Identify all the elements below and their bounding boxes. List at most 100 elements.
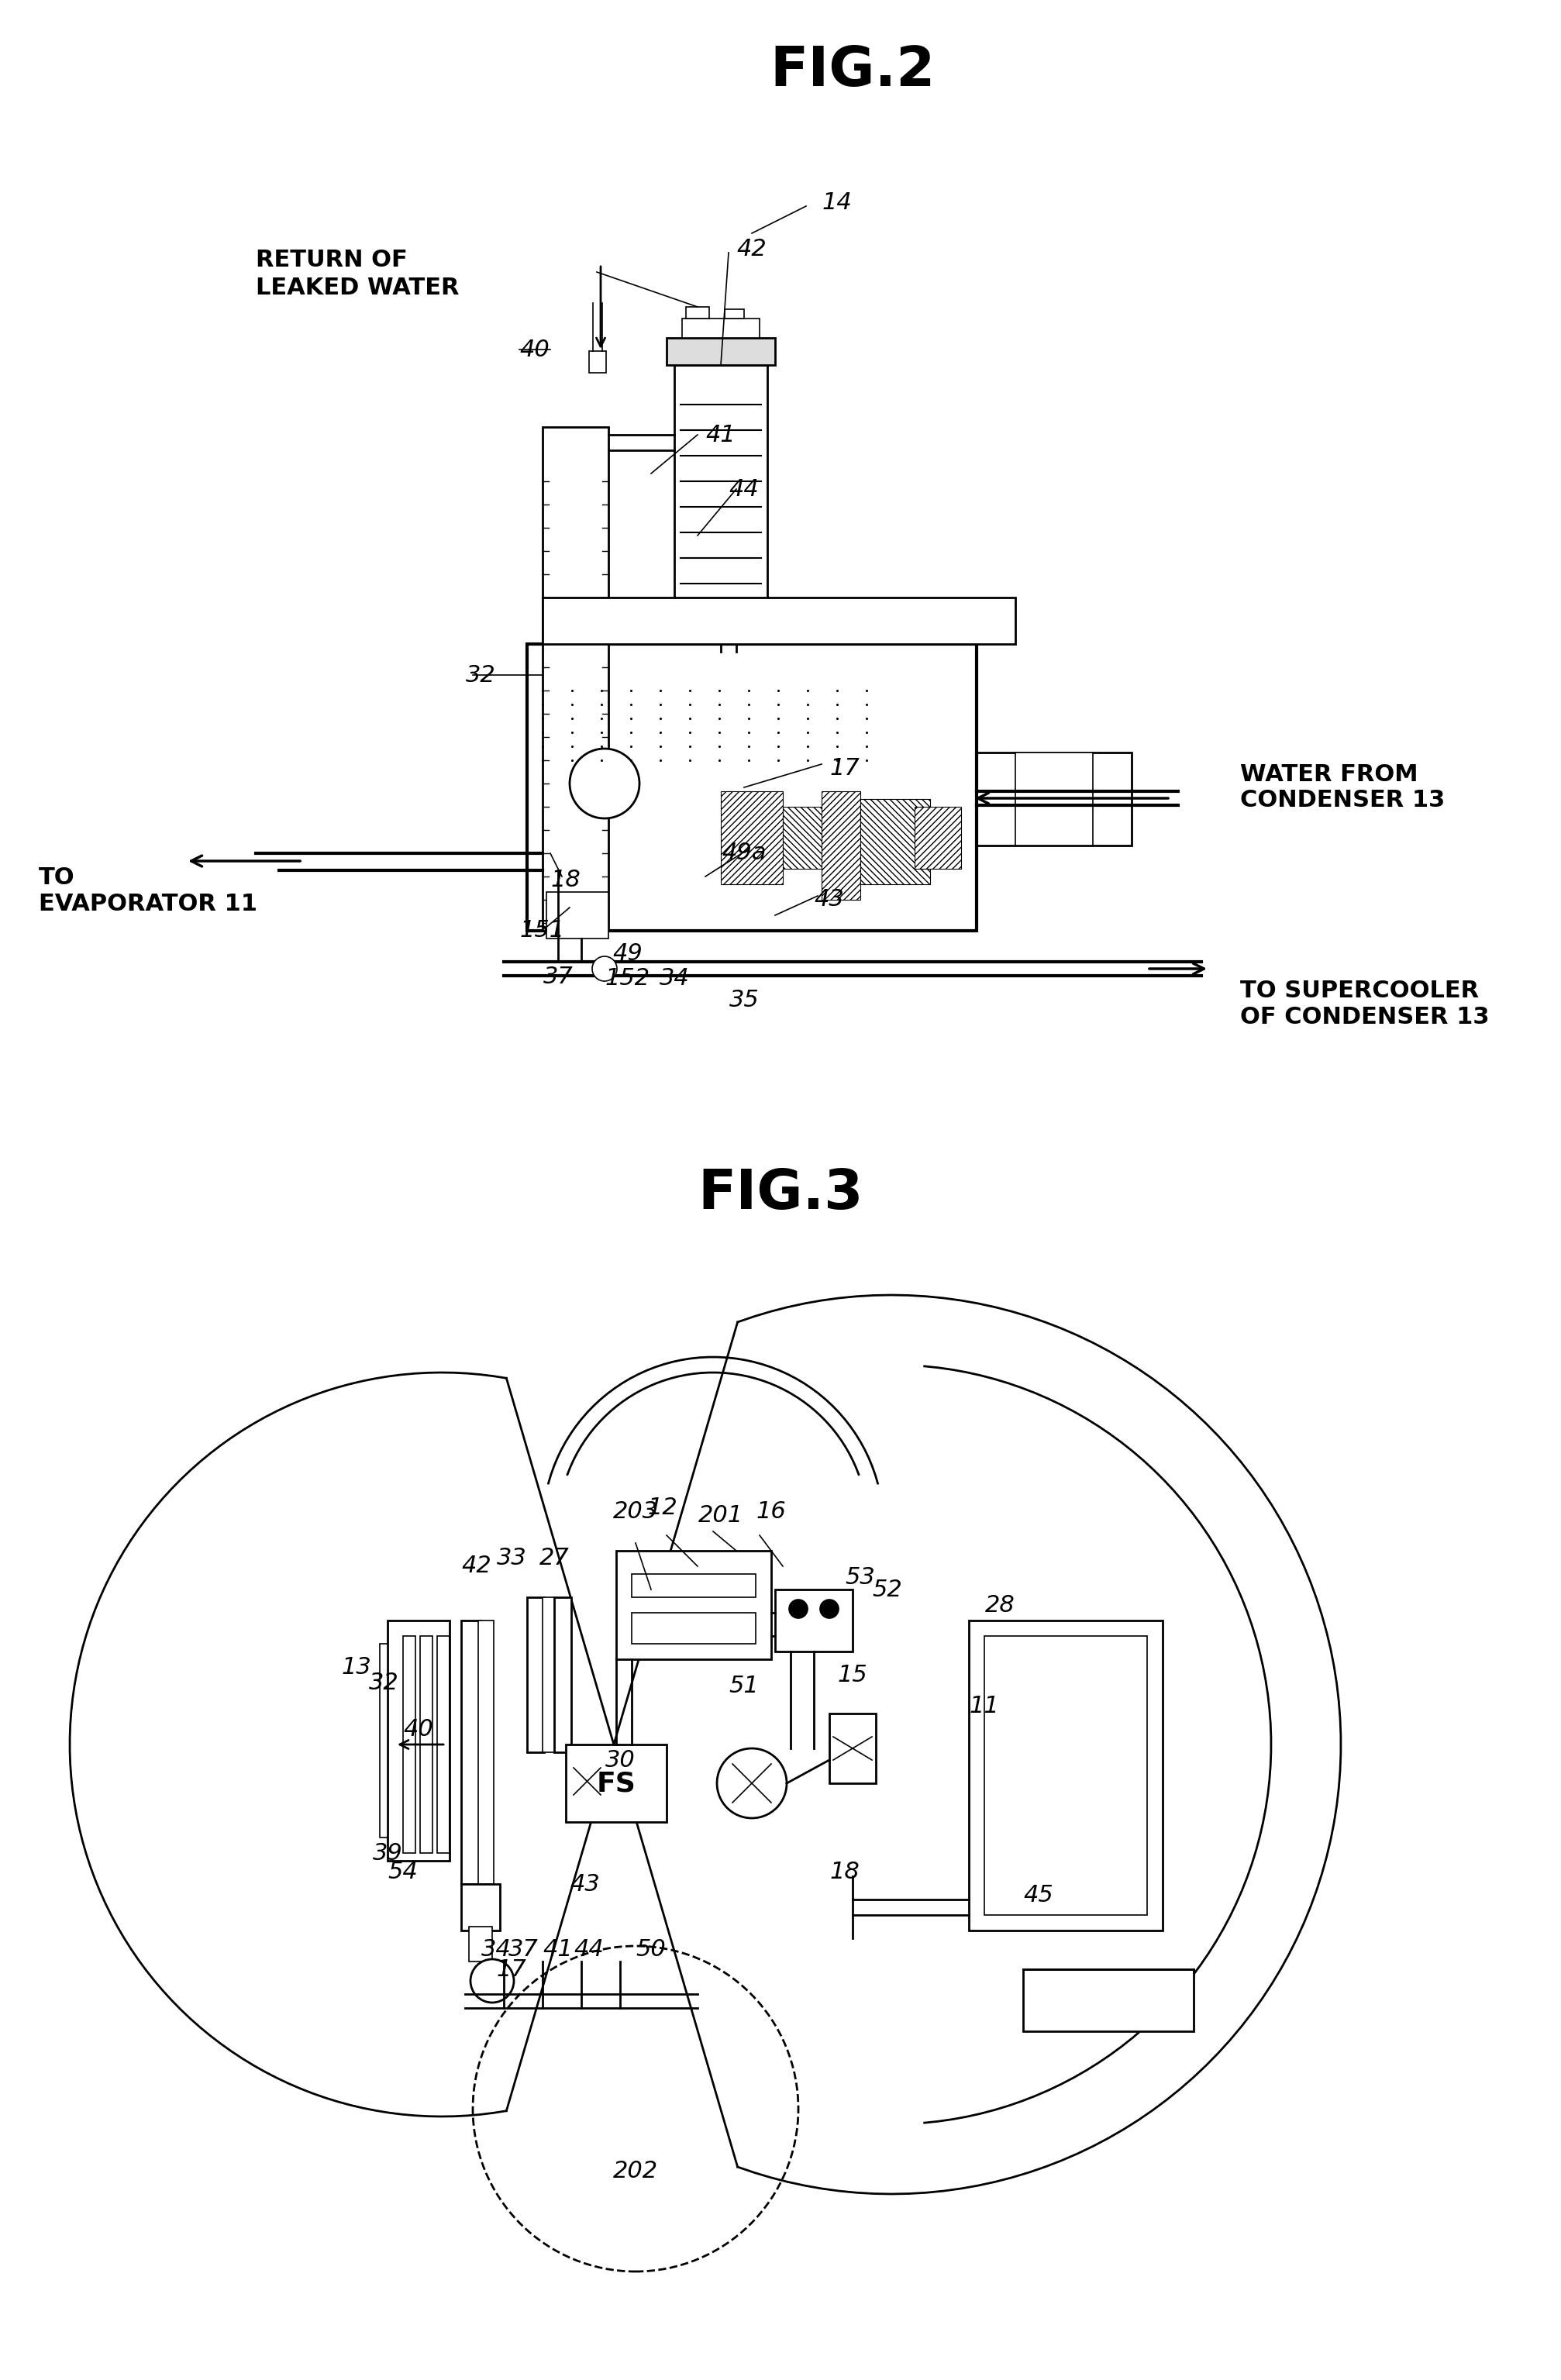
- Bar: [565, 1745, 667, 1823]
- Bar: [588, 352, 606, 374]
- Text: 11: 11: [969, 1695, 999, 1716]
- Text: 27: 27: [539, 1547, 568, 1571]
- Bar: [976, 752, 1132, 845]
- Bar: [724, 309, 743, 319]
- Text: 53: 53: [845, 1566, 874, 1590]
- Text: 34: 34: [659, 969, 688, 990]
- Text: 151: 151: [520, 919, 565, 942]
- Bar: [526, 645, 976, 931]
- Text: 43: 43: [570, 1873, 599, 1894]
- Text: 44: 44: [729, 478, 759, 500]
- Text: 39: 39: [373, 1842, 403, 1864]
- Bar: [721, 790, 782, 885]
- Circle shape: [592, 957, 617, 981]
- Bar: [983, 1635, 1146, 1916]
- Bar: [1015, 752, 1093, 845]
- Text: 17: 17: [496, 1959, 526, 1980]
- Text: 33: 33: [496, 1547, 526, 1571]
- Bar: [420, 1635, 432, 1854]
- Text: 34: 34: [481, 1940, 510, 1961]
- Text: 18: 18: [829, 1861, 860, 1883]
- Text: 42: 42: [462, 1554, 492, 1578]
- Text: 37: 37: [507, 1940, 539, 1961]
- Text: 50: 50: [635, 1940, 665, 1961]
- Text: 201: 201: [698, 1504, 743, 1528]
- Bar: [860, 800, 930, 885]
- Text: 152: 152: [606, 969, 649, 990]
- Bar: [546, 893, 609, 938]
- Text: FS: FS: [596, 1771, 635, 1797]
- Bar: [542, 597, 1015, 645]
- Text: RETURN OF: RETURN OF: [256, 250, 407, 271]
- Bar: [682, 319, 759, 338]
- Text: 51: 51: [729, 1676, 759, 1697]
- Text: 18: 18: [551, 869, 581, 893]
- Text: WATER FROM: WATER FROM: [1239, 764, 1417, 785]
- Text: 52: 52: [873, 1578, 902, 1602]
- Bar: [782, 807, 829, 869]
- Bar: [631, 1573, 756, 1597]
- Text: TO SUPERCOOLER: TO SUPERCOOLER: [1239, 981, 1478, 1002]
- Text: 30: 30: [604, 1749, 635, 1771]
- Text: 202: 202: [613, 2159, 657, 2182]
- Text: TO: TO: [39, 866, 75, 890]
- Text: LEAKED WATER: LEAKED WATER: [256, 276, 459, 300]
- Bar: [526, 1597, 543, 1752]
- Text: 45: 45: [1022, 1885, 1054, 1906]
- Text: 35: 35: [729, 990, 759, 1012]
- Text: 32: 32: [368, 1671, 398, 1695]
- Text: 28: 28: [985, 1595, 1015, 1616]
- Bar: [460, 1885, 500, 1930]
- Text: 49: 49: [612, 942, 643, 966]
- Text: OF CONDENSER 13: OF CONDENSER 13: [1239, 1007, 1489, 1028]
- Text: 44: 44: [574, 1940, 604, 1961]
- Circle shape: [788, 1599, 807, 1618]
- Text: 49a: 49a: [721, 843, 766, 864]
- Text: 32: 32: [465, 664, 495, 685]
- Bar: [968, 1621, 1161, 1930]
- Circle shape: [470, 1959, 514, 2002]
- Bar: [542, 426, 609, 931]
- Circle shape: [570, 750, 638, 819]
- Bar: [478, 1621, 493, 1885]
- Text: 16: 16: [756, 1502, 785, 1523]
- Bar: [403, 1635, 415, 1854]
- Bar: [774, 1590, 852, 1652]
- Bar: [387, 1621, 450, 1861]
- Text: EVAPORATOR 11: EVAPORATOR 11: [39, 893, 258, 916]
- Text: 17: 17: [829, 757, 860, 778]
- Text: FIG.2: FIG.2: [770, 43, 935, 98]
- Text: FIG.3: FIG.3: [698, 1169, 863, 1221]
- Circle shape: [716, 1749, 787, 1818]
- Text: 41: 41: [543, 1940, 573, 1961]
- Bar: [631, 1614, 756, 1645]
- Text: 37: 37: [543, 966, 573, 988]
- Bar: [554, 1597, 571, 1752]
- Bar: [829, 1714, 876, 1783]
- Text: 43: 43: [813, 888, 845, 912]
- Bar: [674, 364, 766, 628]
- Bar: [667, 338, 774, 364]
- Text: 12: 12: [648, 1497, 677, 1518]
- Text: CONDENSER 13: CONDENSER 13: [1239, 790, 1444, 812]
- Bar: [379, 1645, 387, 1837]
- Bar: [685, 307, 709, 319]
- Bar: [821, 790, 860, 900]
- Text: 203: 203: [613, 1502, 657, 1523]
- Bar: [915, 807, 960, 869]
- Bar: [460, 1621, 481, 1885]
- Text: 40: 40: [403, 1718, 434, 1740]
- Bar: [1022, 1968, 1193, 2030]
- Text: 15: 15: [837, 1664, 868, 1685]
- Text: 40: 40: [520, 338, 549, 362]
- Bar: [617, 1552, 771, 1659]
- Bar: [437, 1635, 450, 1854]
- Bar: [468, 1928, 492, 1961]
- Text: 42: 42: [737, 238, 766, 259]
- Text: 41: 41: [706, 424, 735, 445]
- Circle shape: [820, 1599, 838, 1618]
- Text: 54: 54: [387, 1861, 418, 1883]
- Text: 14: 14: [821, 190, 852, 214]
- Text: 13: 13: [342, 1656, 372, 1678]
- Bar: [542, 1597, 556, 1752]
